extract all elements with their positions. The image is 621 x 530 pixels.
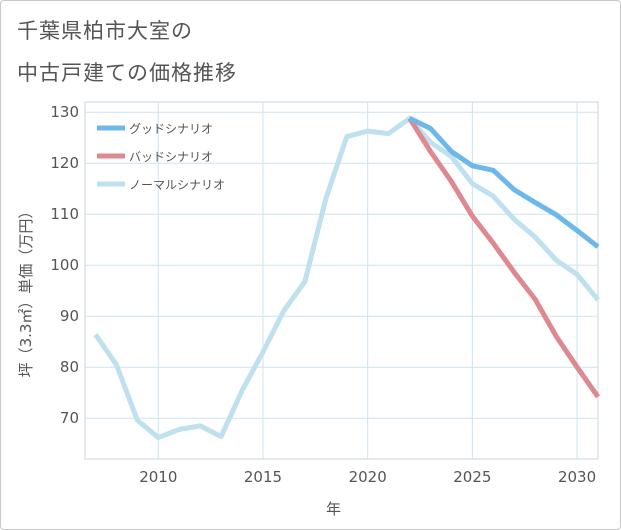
y-tick-label: 130 (50, 103, 79, 121)
y-tick-label: 90 (60, 307, 79, 325)
x-axis-label: 年 (326, 500, 341, 518)
series-line (407, 116, 601, 399)
series-line (93, 115, 600, 441)
y-tick-label: 70 (60, 409, 79, 427)
y-tick-label: 110 (50, 205, 79, 223)
legend-label: ノーマルシナリオ (129, 178, 225, 192)
y-axis-label: 坪（3.3㎡）単価（万円） (17, 204, 35, 378)
chart-title-line-2: 中古戸建ての価格推移 (17, 61, 237, 85)
y-tick-label: 80 (60, 358, 79, 376)
legend-label: グッドシナリオ (129, 122, 213, 136)
x-tick-label: 2015 (244, 468, 282, 486)
legend-label: バッドシナリオ (129, 150, 213, 164)
chart-title-line-1: 千葉県柏市大室の (17, 19, 193, 43)
x-tick-label: 2025 (453, 468, 491, 486)
y-tick-label: 100 (50, 256, 79, 274)
y-tick-label: 120 (50, 154, 79, 172)
plot-area (84, 101, 599, 460)
x-tick-label: 2030 (558, 468, 596, 486)
x-tick-label: 2010 (139, 468, 177, 486)
x-tick-label: 2020 (349, 468, 387, 486)
series-line (408, 116, 600, 249)
